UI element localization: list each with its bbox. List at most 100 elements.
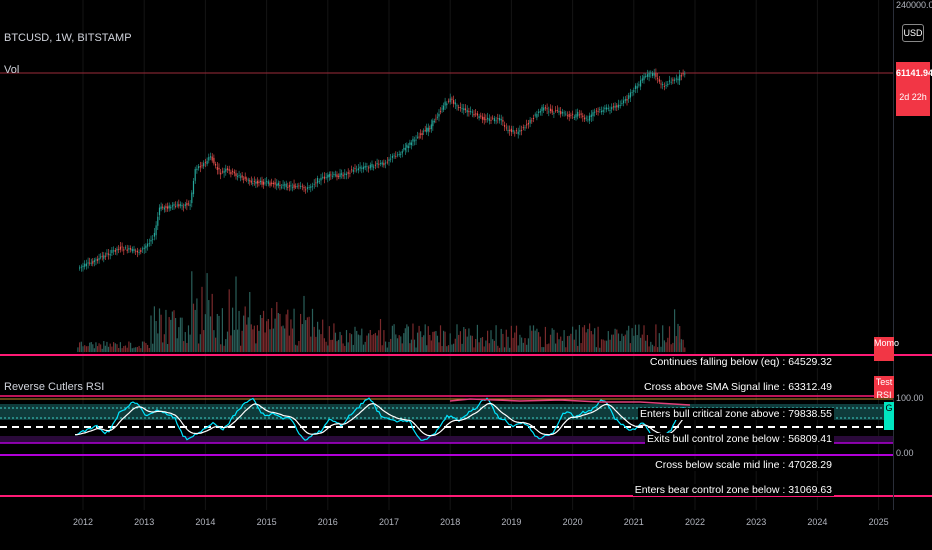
volume-bar bbox=[553, 329, 555, 352]
volume-bar bbox=[155, 321, 157, 352]
price-candle bbox=[376, 163, 378, 165]
price-candle bbox=[674, 79, 676, 81]
volume-bar bbox=[163, 334, 165, 352]
volume-bar bbox=[276, 302, 278, 352]
volume-bar bbox=[623, 336, 625, 352]
volume-bar bbox=[602, 339, 604, 352]
volume-bar bbox=[166, 343, 169, 352]
price-candle bbox=[345, 173, 348, 176]
volume-bar bbox=[96, 346, 99, 352]
symbol-legend[interactable]: BTCUSD, 1W, BITSTAMP bbox=[4, 32, 132, 44]
price-candle bbox=[136, 250, 138, 253]
volume-bar bbox=[415, 347, 417, 352]
volume-bar bbox=[373, 334, 375, 352]
price-candle bbox=[325, 176, 327, 178]
price-candle bbox=[90, 262, 92, 264]
price-candle bbox=[444, 101, 446, 106]
price-candle bbox=[604, 107, 606, 110]
volume-bar bbox=[352, 344, 354, 352]
price-candle bbox=[109, 254, 111, 256]
volume-bar bbox=[295, 344, 297, 352]
price-candle bbox=[456, 105, 458, 107]
volume-bar bbox=[459, 331, 461, 352]
price-candle bbox=[123, 249, 125, 251]
price-candle bbox=[679, 74, 681, 81]
volume-bar bbox=[198, 343, 200, 352]
volume-bar bbox=[509, 347, 511, 352]
rsi-info-line-4: Exits bull control zone below : 56809.41 bbox=[644, 433, 834, 445]
volume-bar bbox=[672, 342, 674, 352]
momo-tag[interactable]: Momo bbox=[874, 337, 899, 361]
volume-bar bbox=[230, 335, 232, 352]
currency-button[interactable]: USD bbox=[902, 24, 924, 42]
price-candle bbox=[334, 174, 337, 176]
volume-bar bbox=[658, 333, 660, 352]
price-candle bbox=[616, 105, 618, 108]
price-candle bbox=[418, 136, 420, 138]
volume-bar bbox=[424, 324, 426, 352]
price-candle bbox=[158, 207, 161, 216]
volume-bar bbox=[487, 330, 489, 352]
price-candle bbox=[116, 248, 118, 251]
test-rsi-tag[interactable]: Test RSI bbox=[874, 376, 894, 400]
price-candle bbox=[426, 127, 428, 133]
volume-bar bbox=[306, 317, 308, 352]
price-candle bbox=[287, 186, 289, 188]
price-candle bbox=[303, 187, 305, 189]
price-axis[interactable]: 240000.00 USD 61141.94 2d 22h 100.00 0.0… bbox=[893, 0, 932, 510]
price-candle bbox=[636, 86, 638, 89]
volume-bar bbox=[551, 328, 553, 352]
volume-bar bbox=[548, 343, 550, 352]
volume-bar bbox=[187, 325, 190, 352]
price-candle bbox=[641, 78, 643, 81]
price-candle bbox=[357, 168, 359, 171]
volume-bar bbox=[181, 317, 183, 352]
volume-bar bbox=[406, 324, 408, 352]
price-candle bbox=[510, 128, 512, 133]
last-price-value: 61141.94 bbox=[896, 68, 932, 78]
volume-bar bbox=[113, 342, 115, 352]
price-candle bbox=[566, 115, 569, 117]
volume-bar bbox=[368, 333, 370, 352]
volume-bar bbox=[655, 324, 657, 352]
volume-bar bbox=[565, 347, 567, 352]
volume-bar bbox=[587, 328, 589, 352]
volume-bar bbox=[145, 342, 147, 352]
volume-bar bbox=[359, 335, 361, 352]
volume-bar bbox=[264, 332, 266, 352]
price-candle bbox=[505, 127, 507, 129]
volume-bar bbox=[293, 308, 295, 352]
price-candle bbox=[585, 117, 587, 119]
volume-legend[interactable]: Vol bbox=[4, 64, 20, 76]
volume-bar bbox=[650, 341, 652, 352]
volume-bar bbox=[296, 345, 298, 352]
volume-bar bbox=[135, 347, 137, 352]
price-candle bbox=[527, 122, 529, 125]
volume-bar bbox=[412, 323, 414, 352]
volume-bar bbox=[114, 343, 116, 352]
volume-bar bbox=[356, 330, 358, 352]
price-candle bbox=[668, 80, 671, 82]
volume-bar bbox=[165, 309, 167, 352]
price-candle bbox=[650, 72, 652, 74]
price-candle bbox=[421, 133, 423, 136]
volume-bar bbox=[95, 342, 97, 352]
price-candle bbox=[148, 243, 150, 245]
price-candle bbox=[594, 111, 596, 113]
price-candle bbox=[416, 136, 419, 138]
volume-bar bbox=[495, 325, 497, 352]
price-candle bbox=[235, 173, 237, 177]
volume-bar bbox=[277, 313, 279, 352]
volume-bar bbox=[505, 329, 507, 352]
price-candle bbox=[473, 113, 475, 116]
volume-bar bbox=[131, 348, 133, 352]
volume-bar bbox=[461, 343, 463, 352]
price-candle bbox=[288, 185, 290, 187]
volume-bar bbox=[266, 321, 268, 352]
rsi-panel-title[interactable]: Reverse Cutlers RSI bbox=[4, 381, 105, 393]
price-candle bbox=[327, 174, 329, 178]
volume-bar bbox=[556, 332, 558, 352]
price-candle bbox=[362, 166, 365, 170]
g-tag[interactable]: G bbox=[884, 402, 894, 430]
volume-bar bbox=[334, 332, 337, 352]
